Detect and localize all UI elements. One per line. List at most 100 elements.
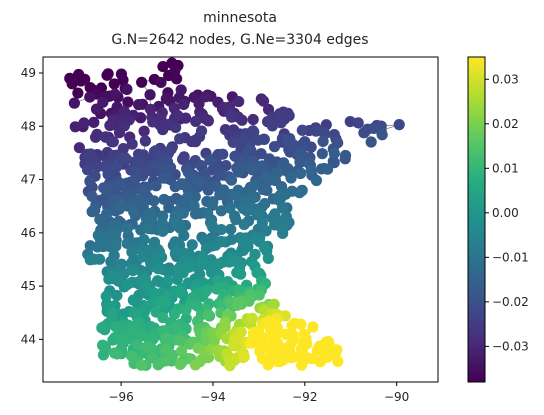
- graph-node: [255, 148, 267, 160]
- graph-node: [318, 162, 330, 175]
- graph-node: [88, 116, 100, 129]
- graph-node: [261, 184, 273, 197]
- graph-node: [152, 263, 164, 275]
- graph-node: [107, 136, 119, 148]
- graph-node: [316, 148, 328, 160]
- graph-node: [102, 168, 114, 180]
- graph-node: [93, 253, 106, 265]
- colorbar-tick-label: 0.03: [492, 72, 519, 86]
- graph-node: [225, 174, 238, 186]
- graph-node: [157, 225, 169, 237]
- graph-node: [285, 172, 297, 184]
- chart-title-line1: minnesota: [203, 10, 277, 26]
- y-tick-label: 48: [21, 119, 36, 133]
- graph-node: [310, 174, 323, 187]
- graph-node: [297, 336, 310, 348]
- graph-node: [156, 217, 168, 229]
- graph-node: [248, 126, 260, 138]
- graph-node: [307, 321, 319, 333]
- graph-node: [280, 328, 292, 340]
- graph-node: [178, 229, 190, 242]
- chart-title-line2: G.N=2642 nodes, G.Ne=3304 edges: [111, 32, 368, 48]
- colorbar-gradient: [468, 57, 485, 382]
- graph-node: [136, 76, 148, 88]
- graph-node: [111, 289, 123, 302]
- graph-node: [103, 186, 115, 199]
- graph-node: [328, 147, 340, 160]
- graph-node: [137, 149, 150, 161]
- colorbar-tick-label: 0.00: [492, 206, 519, 220]
- graph-node: [142, 222, 154, 235]
- graph-node: [69, 121, 81, 133]
- graph-node: [227, 136, 239, 148]
- graph-node: [276, 202, 289, 214]
- graph-node: [96, 339, 109, 351]
- graph-node: [230, 213, 242, 226]
- graph-node: [140, 341, 152, 353]
- graph-node: [132, 99, 145, 111]
- graph-node: [202, 114, 214, 126]
- graph-node: [180, 304, 192, 316]
- graph-node: [260, 225, 272, 237]
- graph-node: [316, 341, 328, 353]
- graph-node: [108, 249, 120, 261]
- graph-node: [190, 115, 202, 128]
- graph-node: [129, 173, 141, 185]
- graph-node: [172, 109, 184, 122]
- colorbar-ticks: 0.03 0.02 0.01 0.00 −0.01 −0.02 −0.03: [485, 72, 529, 353]
- graph-node: [172, 218, 184, 230]
- graph-node: [111, 348, 123, 360]
- graph-node: [241, 205, 253, 217]
- colorbar: 0.03 0.02 0.01 0.00 −0.01 −0.02 −0.03: [467, 56, 529, 383]
- graph-node: [175, 345, 188, 357]
- graph-node: [131, 339, 143, 351]
- graph-node: [288, 351, 300, 363]
- colorbar-tick-label: 0.01: [492, 161, 519, 175]
- graph-node: [111, 161, 123, 173]
- graph-node: [258, 133, 270, 145]
- graph-node: [232, 166, 245, 178]
- graph-node: [178, 98, 190, 111]
- graph-node: [103, 273, 115, 285]
- graph-node: [126, 138, 138, 150]
- graph-node: [112, 273, 124, 286]
- graph-node: [244, 144, 256, 156]
- graph-node: [146, 213, 158, 225]
- graph-node: [191, 300, 204, 312]
- graph-node: [289, 317, 301, 329]
- graph-node: [72, 87, 84, 99]
- graph-node: [148, 195, 160, 207]
- x-tick-label: −94: [200, 390, 225, 404]
- graph-node: [155, 76, 167, 89]
- graph-node: [286, 185, 298, 197]
- graph-node: [268, 298, 280, 311]
- x-tick-label: −96: [108, 390, 133, 404]
- graph-node: [100, 208, 113, 220]
- y-tick-label: 47: [21, 173, 36, 187]
- y-tick-label: 46: [21, 226, 36, 240]
- graph-node: [242, 240, 254, 253]
- graph-node: [202, 309, 214, 321]
- graph-node: [100, 290, 112, 302]
- graph-node: [110, 240, 122, 252]
- graph-node: [170, 321, 182, 333]
- graph-node: [280, 211, 292, 223]
- graph-node: [189, 359, 202, 371]
- x-axis: −96 −94 −92 −90: [108, 382, 409, 404]
- graph-node: [332, 355, 344, 367]
- y-tick-label: 49: [21, 66, 36, 80]
- graph-node: [251, 267, 263, 279]
- graph-node: [231, 299, 243, 311]
- graph-node: [193, 176, 205, 188]
- graph-node: [73, 142, 86, 154]
- graph-node: [64, 72, 76, 84]
- plot-frame: [42, 56, 439, 383]
- graph-node: [376, 129, 388, 141]
- graph-node: [181, 192, 193, 204]
- graph-node: [174, 133, 186, 145]
- graph-node: [160, 93, 172, 105]
- graph-node: [87, 204, 100, 216]
- graph-node: [294, 167, 307, 180]
